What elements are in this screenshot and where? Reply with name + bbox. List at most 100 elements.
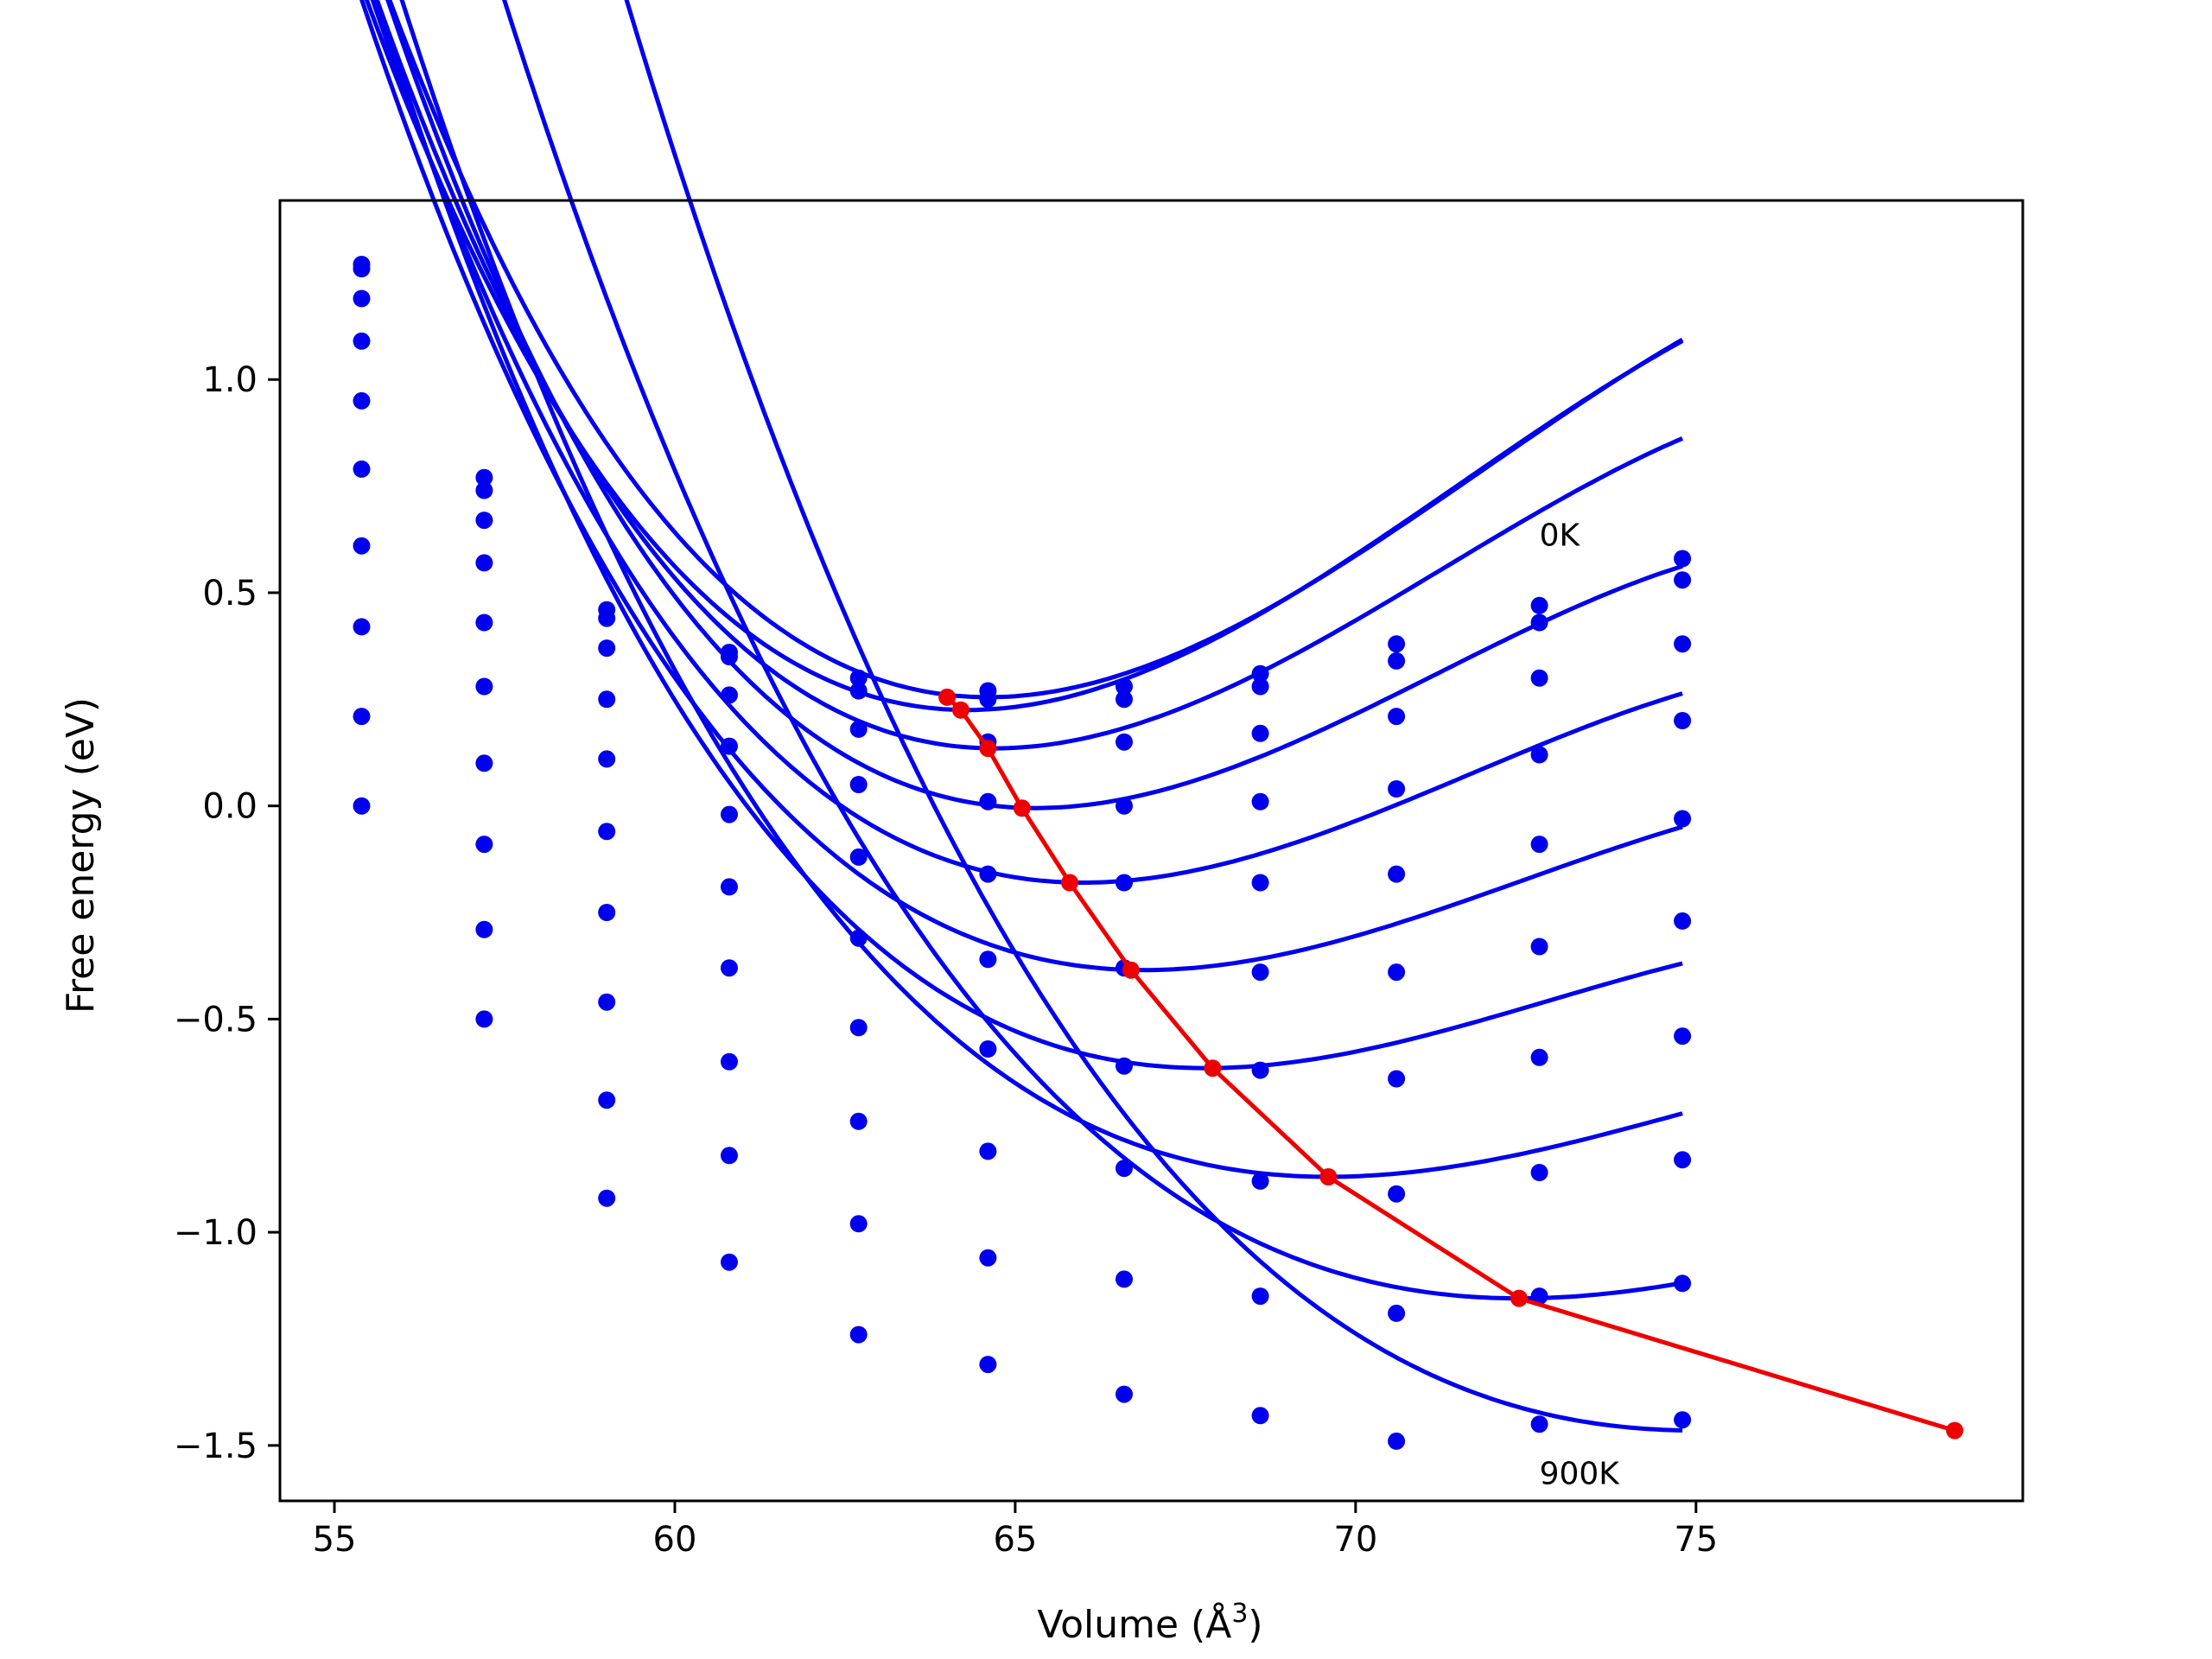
data-point-6-6	[1116, 1057, 1133, 1075]
data-point-2-10	[1674, 635, 1692, 653]
data-point-6-9	[1530, 1048, 1548, 1066]
data-point-6-4	[849, 1019, 868, 1037]
data-point-8-0	[353, 708, 371, 726]
data-point-6-1	[475, 754, 493, 772]
equilibrium-point-3	[1013, 799, 1031, 817]
data-point-3-3	[721, 737, 738, 755]
equilibrium-point-4	[1061, 874, 1078, 892]
equilibrium-point-8	[1510, 1289, 1528, 1307]
annotation-0: 0K	[1540, 518, 1581, 554]
data-point-9-1	[475, 1010, 493, 1028]
data-point-1-10	[1674, 571, 1692, 589]
data-point-6-0	[353, 537, 371, 555]
data-point-4-9	[1530, 836, 1548, 854]
data-point-3-7	[1251, 792, 1269, 810]
data-point-9-4	[849, 1325, 868, 1344]
data-point-1-0	[353, 260, 371, 277]
data-point-7-2	[598, 993, 616, 1011]
data-point-9-3	[721, 1253, 738, 1271]
data-point-0-1	[475, 468, 493, 486]
data-point-4-3	[721, 805, 738, 823]
data-point-1-5	[979, 690, 997, 709]
data-point-8-4	[849, 1215, 868, 1233]
annotation-1: 900K	[1540, 1456, 1621, 1491]
equilibrium-point-6	[1204, 1059, 1222, 1077]
data-point-5-5	[979, 950, 997, 969]
fit-curve-4	[370, 0, 1683, 885]
annotations: 0K 900K	[1540, 518, 1621, 1492]
data-point-8-3	[721, 1147, 738, 1165]
data-point-8-5	[979, 1249, 997, 1267]
data-point-7-4	[849, 1112, 868, 1130]
fit-curve-6	[374, 0, 1683, 1071]
data-point-9-5	[979, 1356, 997, 1374]
data-point-2-2	[598, 639, 616, 658]
data-point-2-0	[353, 289, 371, 308]
data-point-2-8	[1388, 708, 1406, 726]
data-point-8-9	[1530, 1287, 1548, 1306]
data-points	[353, 256, 1692, 1450]
x-axis-label-text: Volume (Å	[1037, 1601, 1231, 1647]
data-point-9-8	[1388, 1432, 1406, 1450]
data-point-4-8	[1388, 865, 1406, 883]
data-point-9-0	[353, 797, 371, 815]
data-point-7-1	[475, 836, 493, 854]
data-point-7-9	[1530, 1164, 1548, 1181]
data-point-7-8	[1388, 1185, 1406, 1203]
data-point-5-7	[1251, 963, 1269, 982]
x-tick-label-75: 75	[1674, 1520, 1718, 1560]
data-point-1-2	[598, 609, 616, 627]
y-tick-label-0.5: 0.5	[202, 574, 257, 613]
data-point-1-7	[1251, 677, 1269, 696]
data-point-6-2	[598, 904, 616, 921]
equilibrium-point-0	[938, 688, 957, 706]
data-point-9-9	[1530, 1415, 1548, 1433]
data-point-7-6	[1116, 1160, 1133, 1178]
data-point-7-0	[353, 618, 371, 636]
x-axis-label-superscript: 3	[1231, 1599, 1248, 1629]
data-point-5-0	[353, 460, 371, 478]
equilibrium-volume-line	[945, 696, 1955, 1433]
data-point-2-1	[475, 512, 493, 530]
data-point-5-2	[598, 823, 616, 841]
data-point-6-3	[721, 959, 738, 977]
data-point-3-10	[1674, 712, 1692, 729]
x-axis-ticks: 55 60 65 70 75	[313, 1501, 1718, 1560]
fit-curve-9	[624, 0, 1683, 1433]
data-point-1-6	[1116, 690, 1133, 709]
data-point-4-0	[353, 391, 371, 410]
data-point-1-1	[475, 481, 493, 499]
data-point-4-6	[1116, 874, 1133, 892]
data-point-3-6	[1116, 797, 1133, 815]
fit-curves	[359, 0, 1684, 1433]
data-point-7-7	[1251, 1172, 1269, 1190]
data-point-0-4	[849, 669, 868, 687]
data-point-7-5	[979, 1142, 997, 1160]
data-point-4-10	[1674, 810, 1692, 828]
fit-curve-7	[399, 0, 1683, 1179]
data-point-0-8	[1388, 635, 1406, 653]
y-tick-label--1.5: −1.5	[174, 1427, 257, 1466]
data-point-2-6	[1116, 733, 1133, 751]
x-axis-label: Volume (Å3)	[1037, 1599, 1262, 1647]
data-point-4-4	[849, 848, 868, 866]
data-point-6-7	[1251, 1061, 1269, 1079]
data-point-6-8	[1388, 1070, 1406, 1088]
data-point-6-10	[1674, 1027, 1692, 1046]
data-point-2-7	[1251, 724, 1269, 742]
data-point-5-1	[475, 677, 493, 696]
data-point-3-1	[475, 554, 493, 572]
data-point-5-9	[1530, 938, 1548, 956]
equilibrium-line	[938, 688, 1964, 1440]
data-point-0-9	[1530, 596, 1548, 614]
data-point-1-4	[849, 682, 868, 700]
data-point-1-3	[721, 648, 738, 665]
equilibrium-point-5	[1122, 961, 1140, 979]
y-tick-label--1: −1.0	[174, 1213, 257, 1253]
data-point-8-10	[1674, 1274, 1692, 1293]
data-point-1-8	[1388, 652, 1406, 670]
data-point-4-7	[1251, 874, 1269, 892]
data-point-9-10	[1674, 1411, 1692, 1429]
y-tick-label-1: 1.0	[202, 360, 257, 400]
data-point-8-8	[1388, 1304, 1406, 1322]
